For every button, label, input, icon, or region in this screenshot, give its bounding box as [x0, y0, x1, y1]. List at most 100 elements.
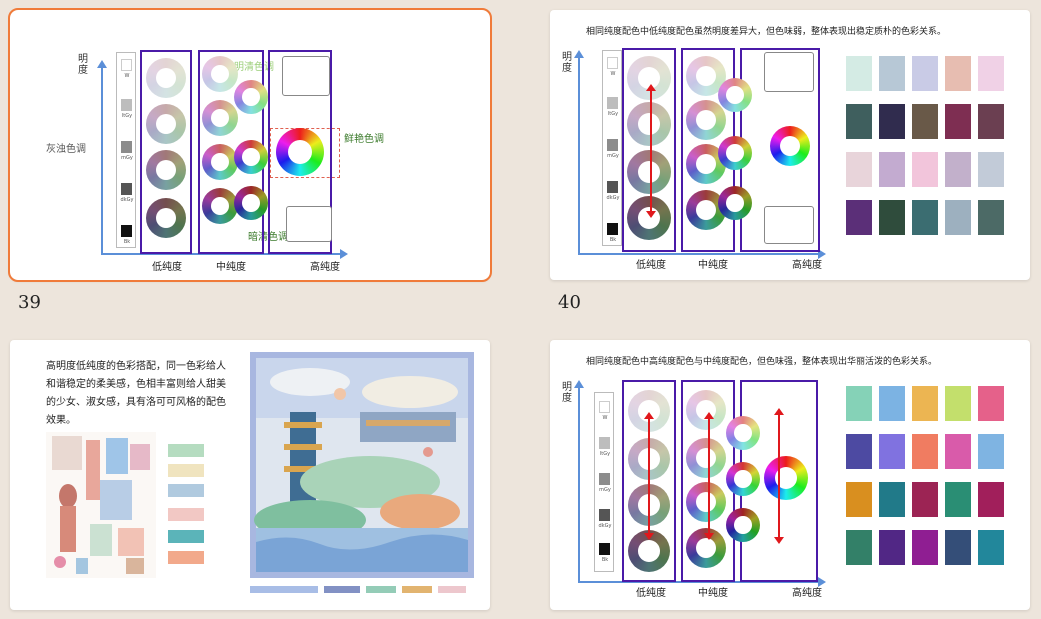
- palette-swatch: [978, 200, 1004, 235]
- tone-light-label: 明清色调: [234, 62, 274, 73]
- color-wheel-center: [774, 466, 798, 490]
- gray-swatch-bk: [607, 223, 618, 235]
- palette-swatch: [846, 104, 872, 139]
- palette-swatch: [879, 56, 905, 91]
- color-wheel: [202, 56, 238, 92]
- collage-swatch: [168, 444, 204, 457]
- gray-label: mGy: [121, 155, 133, 161]
- palette-swatch: [945, 200, 971, 235]
- gray-label: ltGy: [121, 113, 133, 119]
- gray-label: dkGy: [606, 195, 620, 201]
- tone-dull-label: 灰浊色调: [46, 144, 86, 155]
- gray-scale-column: W ltGy mGy dkGy Bk: [116, 52, 136, 248]
- gray-swatch-mgy: [599, 473, 610, 485]
- palette-swatch: [879, 434, 905, 469]
- slide-40-thumbnail[interactable]: 相同纯度配色中低纯度配色虽然明度差异大，但色味弱，整体表现出稳定质朴的色彩关系。…: [550, 10, 1030, 280]
- color-wheel: [686, 100, 726, 140]
- color-wheel: [686, 438, 726, 478]
- y-axis: [101, 65, 103, 255]
- collage-swatch: [168, 551, 204, 564]
- red-range-arrow: [774, 408, 784, 544]
- color-wheel-center: [637, 112, 661, 136]
- palette-swatch: [945, 152, 971, 187]
- x-axis-arrow: [340, 249, 348, 259]
- gray-swatch-w: [599, 401, 610, 413]
- palette-swatch: [879, 386, 905, 421]
- mini-chart-dark: [286, 206, 332, 242]
- gray-swatch-mgy: [121, 141, 132, 153]
- color-wheel-center: [155, 207, 177, 229]
- color-wheel: [234, 140, 268, 174]
- gray-label: Bk: [123, 239, 131, 245]
- chinese-landscape-artwork: [250, 352, 474, 578]
- palette-swatch: [912, 152, 938, 187]
- palette-swatch: [879, 200, 905, 235]
- color-wheel: [764, 456, 808, 500]
- gray-label: Bk: [601, 557, 609, 563]
- color-wheel: [627, 196, 671, 240]
- palette-swatch: [912, 530, 938, 565]
- x-label-high: 高纯度: [792, 588, 822, 599]
- x-label-mid: 中纯度: [216, 262, 246, 273]
- color-wheel-center: [726, 144, 744, 162]
- gray-swatch-dkgy: [607, 181, 618, 193]
- gray-scale-column: W ltGy mGy dkGy Bk: [594, 392, 614, 572]
- color-wheel: [686, 390, 726, 430]
- artwork-color-bar: [250, 586, 318, 593]
- palette-swatch: [912, 104, 938, 139]
- x-label-high: 高纯度: [792, 260, 822, 271]
- color-wheel: [686, 56, 726, 96]
- color-wheel-center: [637, 66, 661, 90]
- fashion-collage-illustration: [46, 432, 156, 578]
- slide-number-39: 39: [18, 292, 41, 313]
- color-wheel: [627, 56, 671, 100]
- y-axis: [578, 385, 580, 583]
- fashion-collage-image: [46, 432, 156, 578]
- palette-swatch: [846, 434, 872, 469]
- color-wheel: [202, 100, 238, 136]
- color-wheel-center: [242, 88, 260, 106]
- slide-42-thumbnail[interactable]: 相同纯度配色中高纯度配色与中纯度配色，但色味强，整体表现出华丽活泼的色彩关系。 …: [550, 340, 1030, 610]
- color-wheel: [718, 78, 752, 112]
- palette-swatch: [912, 386, 938, 421]
- artwork-color-bar: [366, 586, 396, 593]
- x-label-low: 低纯度: [636, 588, 666, 599]
- gray-label: ltGy: [607, 111, 619, 117]
- palette-swatch: [945, 56, 971, 91]
- palette-swatch: [978, 530, 1004, 565]
- palette-swatch: [945, 530, 971, 565]
- gray-label: Bk: [609, 237, 617, 243]
- color-wheel-center: [695, 109, 717, 131]
- color-wheel: [718, 136, 752, 170]
- mini-chart-light: [282, 56, 330, 96]
- palette-swatch: [978, 482, 1004, 517]
- low-chroma-frame: [140, 50, 192, 254]
- mini-chart-dark: [764, 206, 814, 244]
- mini-chart-light: [764, 52, 814, 92]
- color-wheel-center: [638, 400, 660, 422]
- color-wheel-center: [695, 153, 717, 175]
- palette-swatch: [945, 104, 971, 139]
- palette-swatch: [879, 152, 905, 187]
- color-wheel-center: [695, 199, 717, 221]
- high-chroma-frame: [268, 50, 332, 254]
- color-wheel: [628, 390, 670, 432]
- y-axis-arrow: [97, 60, 107, 68]
- gray-label: mGy: [607, 153, 619, 159]
- color-wheel-center: [638, 540, 660, 562]
- gray-label: W: [610, 71, 616, 77]
- color-wheel: [726, 508, 760, 542]
- slide-39-thumbnail[interactable]: 明度 W ltGy mGy dkGy Bk 灰浊色调 明清色调 鲜艳色调 暗清色…: [8, 8, 492, 282]
- slide-title: 相同纯度配色中高纯度配色与中纯度配色，但色味强，整体表现出华丽活泼的色彩关系。: [586, 357, 938, 367]
- collage-swatch: [168, 484, 204, 497]
- color-wheel: [627, 102, 671, 146]
- color-wheel: [726, 462, 760, 496]
- palette-swatch: [846, 56, 872, 91]
- color-wheel: [202, 188, 238, 224]
- color-wheel-center: [210, 196, 230, 216]
- gray-swatch-dkgy: [121, 183, 132, 195]
- x-label-low: 低纯度: [636, 260, 666, 271]
- slide-41-thumbnail[interactable]: 高明度低纯度的色彩搭配，同一色彩给人和谐稳定的柔美感，色相丰富则给人甜美的少女、…: [10, 340, 490, 610]
- color-wheel: [146, 150, 186, 190]
- color-wheel-center: [779, 135, 801, 157]
